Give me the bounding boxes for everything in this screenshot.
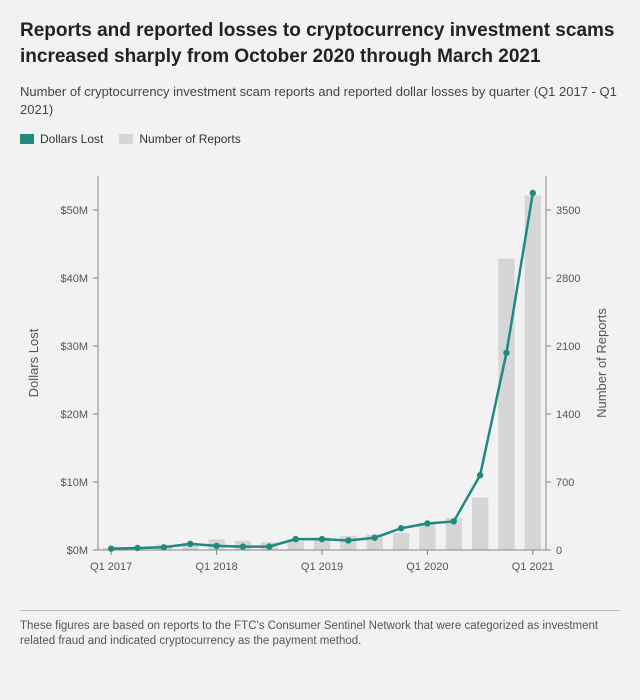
y-left-axis-label: Dollars Lost	[26, 328, 41, 397]
legend: Dollars Lost Number of Reports	[20, 132, 620, 146]
bar	[498, 258, 514, 549]
line-series	[111, 193, 533, 549]
x-tick-label: Q1 2018	[195, 561, 237, 573]
line-marker	[372, 534, 378, 540]
line-marker	[108, 545, 114, 551]
chart-footnote: These figures are based on reports to th…	[20, 619, 620, 650]
line-marker	[477, 472, 483, 478]
y-left-tick-label: $50M	[60, 205, 88, 217]
line-marker	[266, 543, 272, 549]
line-marker	[530, 189, 536, 195]
y-left-tick-label: $0M	[67, 545, 88, 557]
line-marker	[161, 544, 167, 550]
legend-swatch-reports	[119, 134, 133, 144]
footnote-divider	[20, 610, 620, 611]
legend-swatch-dollars	[20, 134, 34, 144]
bar	[525, 195, 541, 550]
bar	[472, 497, 488, 549]
line-marker	[134, 544, 140, 550]
y-right-axis-label: Number of Reports	[594, 307, 609, 417]
line-marker	[187, 540, 193, 546]
bar	[419, 522, 435, 549]
y-right-tick-label: 2100	[556, 341, 580, 353]
y-right-tick-label: 2800	[556, 273, 580, 285]
chart-subtitle: Number of cryptocurrency investment scam…	[20, 83, 620, 119]
line-marker	[213, 542, 219, 548]
y-right-tick-label: 3500	[556, 205, 580, 217]
y-left-tick-label: $20M	[60, 409, 88, 421]
y-right-tick-label: 700	[556, 477, 574, 489]
x-tick-label: Q1 2021	[512, 561, 554, 573]
chart-title: Reports and reported losses to cryptocur…	[20, 18, 620, 69]
legend-item-dollars: Dollars Lost	[20, 132, 103, 146]
x-tick-label: Q1 2019	[301, 561, 343, 573]
legend-label-dollars: Dollars Lost	[40, 132, 103, 146]
y-left-tick-label: $10M	[60, 477, 88, 489]
line-marker	[503, 349, 509, 355]
line-marker	[451, 518, 457, 524]
line-marker	[240, 543, 246, 549]
chart-svg: $0M $10M $20M $30M $40M $50M 0 700 1400 2100 2800 3…	[20, 156, 620, 596]
line-marker	[319, 536, 325, 542]
legend-item-reports: Number of Reports	[119, 132, 240, 146]
y-left-tick-label: $40M	[60, 273, 88, 285]
x-tick-label: Q1 2017	[90, 561, 132, 573]
x-tick-label: Q1 2020	[406, 561, 448, 573]
line-marker	[345, 537, 351, 543]
line-marker	[292, 536, 298, 542]
chart-plot: $0M $10M $20M $30M $40M $50M 0 700 1400 2100 2800 3…	[20, 156, 620, 596]
line-marker	[398, 525, 404, 531]
bar	[393, 533, 409, 550]
y-left-tick-label: $30M	[60, 341, 88, 353]
bar	[287, 541, 303, 550]
chart-container: Reports and reported losses to cryptocur…	[0, 0, 640, 660]
y-right-tick-label: 0	[556, 545, 562, 557]
line-marker	[424, 520, 430, 526]
legend-label-reports: Number of Reports	[139, 132, 240, 146]
y-right-tick-label: 1400	[556, 409, 580, 421]
